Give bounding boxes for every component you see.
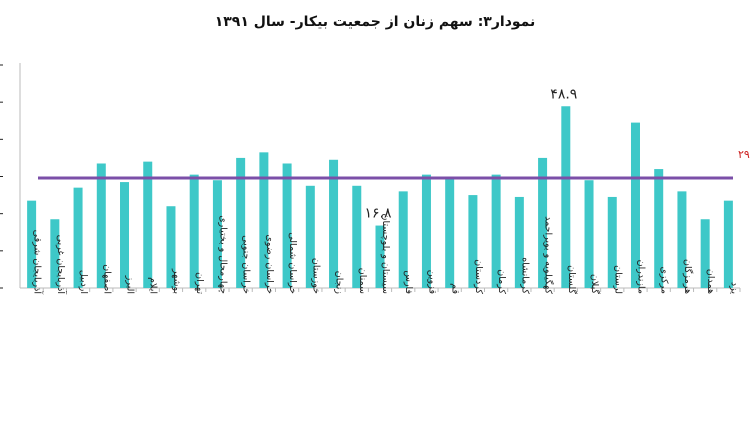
x-tick-label: خوزستان [310, 258, 321, 294]
bar [50, 219, 60, 288]
bar [352, 185, 362, 288]
bar [491, 174, 501, 288]
x-tick-label: البرز [125, 275, 136, 294]
reference-line-label: کشوری ۲۹.۶ [738, 148, 750, 161]
bar [259, 152, 269, 288]
bar [514, 196, 524, 288]
bar [27, 200, 37, 288]
bar [189, 174, 199, 288]
x-tick-label: خراسان جنوبی [241, 235, 252, 294]
bar [445, 176, 455, 288]
bar [166, 206, 176, 288]
bar [120, 182, 130, 288]
x-tick-label: گیلان [589, 274, 601, 295]
x-tick-label: مرکزی [659, 266, 670, 294]
bar [654, 169, 664, 288]
bar [73, 187, 83, 288]
bar [538, 157, 548, 288]
bar [561, 106, 571, 288]
x-tick-label: زنجان [334, 271, 345, 295]
bar [630, 122, 640, 288]
x-tick-label: قزوین [426, 270, 437, 294]
x-tick-label: سیستان و بلوچستان [380, 214, 391, 294]
bar [375, 225, 385, 288]
x-tick-label: کهگیلویه و بویراحمد [543, 216, 555, 294]
bar [398, 191, 408, 288]
x-tick-label: اصفهان [101, 264, 112, 294]
x-tick-label: آذربایجان غربی [55, 235, 68, 295]
x-tick-label: خراسان رضوی [264, 234, 275, 294]
bar [236, 157, 246, 288]
x-tick-label: گلستان [566, 265, 578, 294]
x-tick-label: همدان [705, 269, 716, 294]
x-tick-label: قم [450, 283, 461, 294]
bar [212, 180, 222, 288]
x-tick-label: خراسان شمالی [287, 232, 298, 294]
x-tick-label: تهران [194, 272, 205, 294]
bar [305, 185, 315, 288]
x-tick-label: سمنان [357, 268, 368, 294]
bar [723, 200, 733, 288]
bar [584, 180, 594, 288]
bar [607, 196, 617, 288]
bar [329, 159, 339, 288]
data-label: ۱۶.۸ [364, 206, 391, 222]
chart-title: نمودار۳: سهم زنان از جمعیت بیکار- سال ۱۳… [214, 14, 536, 30]
bar [421, 174, 431, 288]
bar [677, 191, 687, 288]
x-tick-label: فارس [403, 270, 414, 294]
x-tick-label: لرستان [612, 265, 623, 294]
x-tick-label: کرمان [496, 269, 507, 294]
x-tick-label: هرمزگان [682, 259, 694, 294]
x-tick-label: کردستان [473, 259, 484, 294]
x-tick-label: چهارمحال و بختیاری [217, 215, 228, 294]
x-tick-label: اردبیل [78, 270, 89, 294]
x-tick-label: بوشهر [171, 268, 182, 294]
bar [282, 163, 292, 288]
bar [700, 219, 710, 288]
x-tick-label: کرمانشاه [519, 257, 530, 294]
x-tick-label: ایلام [148, 277, 159, 294]
bar [468, 195, 478, 288]
x-tick-label: آذربایجان شرقی [32, 230, 45, 295]
x-tick-label: مازندران [635, 260, 646, 294]
bar [143, 161, 153, 288]
bar [96, 163, 106, 288]
x-tick-label: یزد [728, 282, 739, 294]
data-label: ۴۸.۹ [550, 86, 577, 102]
